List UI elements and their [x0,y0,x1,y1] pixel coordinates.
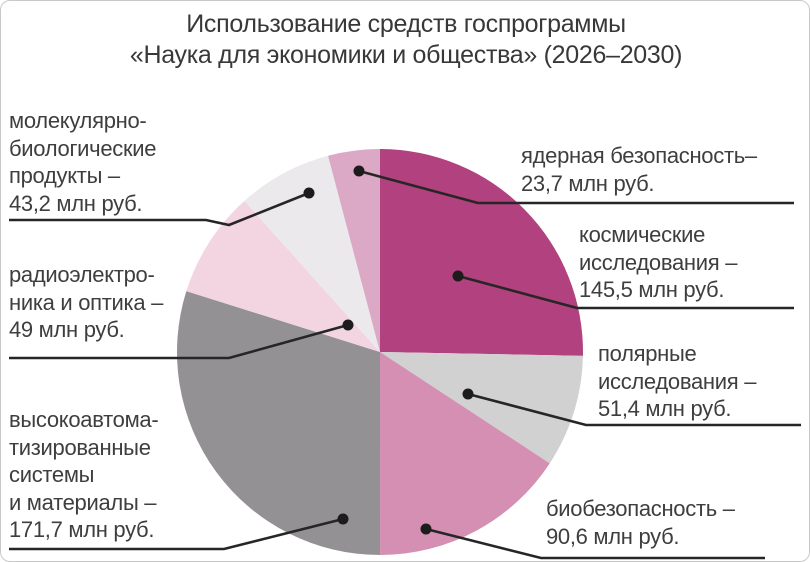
label-value: 51,4 млн руб. [598,396,732,421]
label-line: и материалы – [9,489,157,515]
label-value: 171,7 млн руб. [9,517,155,542]
leader-line-nuclear-safety [358,169,794,205]
leader-dot-automated-systems [337,513,349,525]
label-polar-research: полярные исследования – 51,4 млн руб. [598,340,756,423]
label-biosafety: биобезопасность – 90,6 млн руб. [546,495,735,550]
label-value: 90,6 млн руб. [546,523,680,549]
pie-slice-radio-electronics [186,200,380,352]
pie-slice-space-research [380,149,583,356]
pie-slice-polar-research [380,352,583,464]
leader-line-space-research [457,274,794,310]
chart-title-line2: «Наука для экономики и общества» (2026–2… [129,41,683,69]
label-radio-electronics: радиоэлектро- ника и оптика – 49 млн руб… [9,261,163,344]
leader-line-radio-electronics [9,323,349,360]
leader-dot-nuclear-safety [353,165,365,177]
leader-line-biosafety [425,527,765,560]
label-value: 43,2 млн руб. [9,190,143,216]
chart-title-line1: Использование средств госпрограммы [186,10,626,38]
leader-line-molecular-bio [9,191,310,227]
label-value: 49 млн руб. [9,317,125,342]
label-line: молекулярно- [9,108,147,133]
leader-dot-space-research [452,270,464,282]
pie-slice-biosafety [380,352,550,555]
label-line: исследования – [598,368,757,394]
label-line: биологические [9,135,157,161]
label-line: биобезопасность – [546,496,735,521]
label-line: продукты – [9,163,120,188]
label-line: полярные [598,341,697,366]
label-line: радиоэлектро- [9,262,155,287]
label-line: системы [9,462,95,487]
leader-line-polar-research [467,392,801,427]
label-automated-systems: высокоавтома- тизированные системы и мат… [9,406,159,544]
label-line: ника и оптика – [9,289,164,315]
label-molecular-bio: молекулярно- биологические продукты – 43… [9,107,157,217]
leader-dot-molecular-bio [303,187,315,199]
pie-slice-nuclear-safety [328,149,380,352]
label-nuclear-safety: ядерная безопасность– 23,7 млн руб. [521,142,757,197]
label-space-research: космические исследования – 145,5 млн руб… [579,221,737,304]
chart-title: Использование средств госпрограммы «Наук… [1,9,809,71]
label-line: ядерная безопасность– [521,143,757,168]
leader-dot-polar-research [462,388,474,400]
leader-dot-radio-electronics [342,319,354,331]
label-value: 145,5 млн руб. [579,277,725,302]
label-line: тизированные [9,434,151,460]
label-value: 23,7 млн руб. [521,170,655,196]
leader-line-automated-systems [9,517,344,551]
label-line: высокоавтома- [9,407,159,432]
label-line: исследования – [579,249,738,275]
leader-dot-biosafety [420,523,432,535]
label-line: космические [579,222,706,247]
